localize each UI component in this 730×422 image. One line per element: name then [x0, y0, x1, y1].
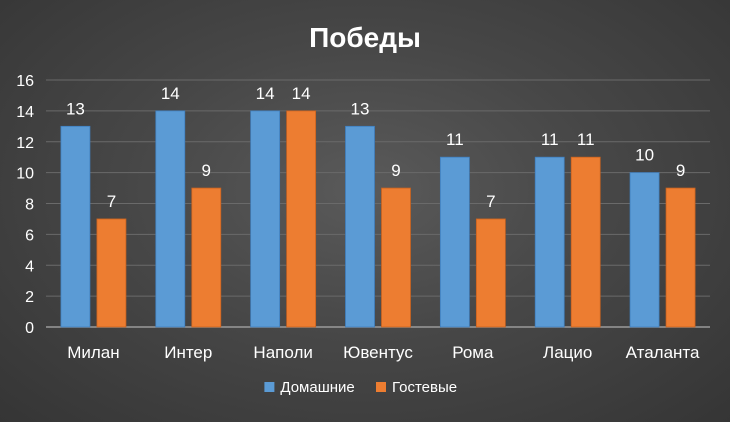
data-label: 9 — [391, 161, 400, 180]
data-label: 7 — [486, 192, 495, 211]
bar-home — [250, 110, 281, 328]
bar-away — [96, 218, 127, 328]
x-tick-label: Ювентус — [343, 343, 413, 362]
data-label: 14 — [161, 84, 180, 103]
data-label: 14 — [292, 84, 311, 103]
data-label: 10 — [635, 146, 654, 165]
legend-swatch — [376, 382, 386, 392]
bar-home — [60, 125, 91, 328]
data-label: 11 — [541, 130, 559, 149]
bar-away — [381, 187, 411, 328]
y-axis-ticks: 0 2 4 6 8 10 12 14 16 — [16, 73, 34, 337]
bar-home — [439, 156, 470, 328]
y-tick-label: 10 — [16, 166, 34, 183]
y-tick-label: 14 — [16, 104, 34, 121]
data-label: 7 — [107, 192, 116, 211]
bar-home — [534, 156, 565, 328]
x-tick-label: Милан — [67, 343, 119, 362]
y-tick-label: 4 — [25, 258, 34, 275]
data-label: 9 — [202, 161, 211, 180]
x-tick-label: Аталанта — [626, 343, 700, 362]
y-tick-label: 2 — [25, 289, 34, 306]
legend: Домашние Гостевые — [264, 379, 457, 396]
x-tick-label: Лацио — [543, 343, 592, 362]
x-tick-label: Интер — [164, 343, 212, 362]
bar-away — [665, 187, 696, 328]
gridlines — [46, 79, 710, 328]
bar-home — [629, 172, 660, 328]
y-tick-label: 12 — [16, 135, 34, 152]
data-label: 9 — [676, 161, 685, 180]
legend-label: Гостевые — [392, 379, 457, 396]
bar-away — [475, 218, 506, 328]
y-tick-label: 16 — [16, 73, 34, 90]
data-labels: 13 7 14 9 14 14 13 9 11 7 11 11 10 9 — [66, 84, 685, 211]
data-label: 11 — [446, 130, 464, 149]
legend-swatch — [264, 382, 275, 392]
y-tick-label: 0 — [25, 320, 34, 337]
bar-home — [155, 110, 186, 328]
chart-title: Победы — [309, 22, 421, 53]
bar-away — [570, 156, 601, 328]
data-label: 14 — [256, 84, 275, 103]
x-tick-label: Рома — [452, 343, 494, 362]
bars — [60, 110, 696, 328]
bar-away — [286, 110, 317, 328]
data-label: 13 — [66, 99, 85, 118]
data-label: 11 — [577, 130, 595, 149]
bar-away — [191, 187, 222, 328]
y-tick-label: 8 — [25, 197, 34, 214]
legend-label: Домашние — [280, 379, 354, 396]
x-tick-label: Наполи — [253, 343, 312, 362]
y-tick-label: 6 — [25, 227, 34, 244]
data-label: 13 — [351, 99, 370, 118]
bar-home — [345, 125, 375, 328]
x-axis-ticks: Милан Интер Наполи Ювентус Рома Лацио Аталанта — [67, 343, 700, 362]
